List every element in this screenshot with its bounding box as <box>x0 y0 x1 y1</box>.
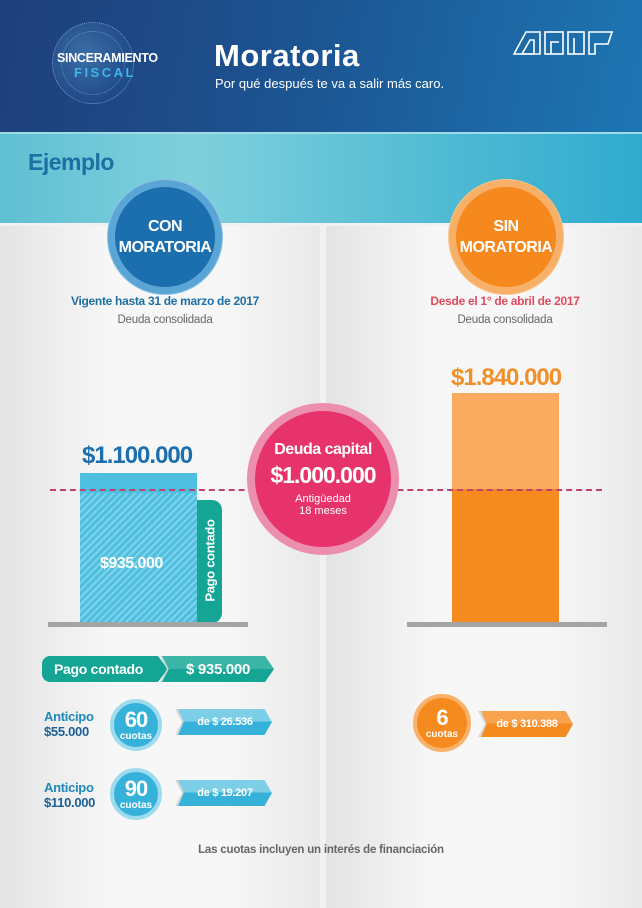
plan1-cuotas-number: 60 <box>124 706 149 732</box>
con-total-amount: $1.100.000 <box>82 442 193 469</box>
con-bar-interest <box>80 473 197 493</box>
deuda-title: Deuda capital <box>274 441 372 458</box>
sin-cuotas-label: cuotas <box>425 728 459 740</box>
plan1-cuotas-label: cuotas <box>119 730 153 742</box>
con-debt-label: Deuda consolidada <box>117 314 213 326</box>
plan2-cuotas-number: 90 <box>124 775 149 801</box>
page-title: Moratoria <box>214 38 360 73</box>
plan2-cuotas-badge: 90 cuotas <box>110 768 162 820</box>
plan1-anticipo-label: Anticipo <box>44 709 94 724</box>
plan2-anticipo-label: Anticipo <box>44 780 94 795</box>
plan1-anticipo-amount: $55.000 <box>44 724 89 739</box>
sin-debt-label: Deuda consolidada <box>457 314 553 326</box>
con-baseline <box>48 622 248 627</box>
plan1-anticipo: Anticipo $55.000 <box>44 709 94 739</box>
deuda-capital-badge: Deuda capital $1.000.000 Antigüedad 18 m… <box>247 403 399 555</box>
section-title: Ejemplo <box>28 149 114 175</box>
plan1-cuota-value: de $ 26.536 <box>178 709 272 735</box>
sin-total-amount: $1.840.000 <box>451 364 562 391</box>
logo-line2: FISCAL <box>74 65 136 80</box>
sin-moratoria-badge: SIN MORATORIA <box>449 180 563 294</box>
con-badge-line2: MORATORIA <box>118 239 212 256</box>
sin-validity: Desde el 1° de abril de 2017 <box>430 294 580 308</box>
sin-badge-line2: MORATORIA <box>459 239 553 256</box>
sin-cuotas-badge: 6 cuotas <box>413 694 471 752</box>
sin-badge-line1: SIN <box>493 218 519 235</box>
deuda-amount: $1.000.000 <box>270 462 376 488</box>
con-moratoria-badge: CON MORATORIA <box>108 180 222 294</box>
plan2-cuota-value: de $ 19.207 <box>178 780 272 806</box>
logo-line1: SINCERAMIENTO <box>57 51 158 65</box>
deuda-age-label: Antigüedad <box>295 493 351 505</box>
deuda-age-value: 18 meses <box>299 505 347 517</box>
globe-icon <box>52 22 134 104</box>
plan2-cuotas-label: cuotas <box>119 799 153 811</box>
plan1-cuotas-badge: 60 cuotas <box>110 699 162 751</box>
pago-contado-pill: Pago contado <box>42 656 168 682</box>
footnote: Las cuotas incluyen un interés de financ… <box>198 844 444 856</box>
plan2-anticipo: Anticipo $110.000 <box>44 780 95 810</box>
con-bar-cash-amount: $935.000 <box>100 555 163 572</box>
afip-logo-icon <box>512 31 614 55</box>
pago-contado-amount: $ 935.000 <box>162 656 274 682</box>
sin-baseline <box>407 622 607 627</box>
con-validity: Vigente hasta 31 de marzo de 2017 <box>71 294 259 308</box>
page-subtitle: Por qué después te va a salir más caro. <box>215 76 445 91</box>
sin-bar-interest <box>452 393 559 489</box>
sin-cuotas-number: 6 <box>436 704 448 730</box>
header-banner: SINCERAMIENTO FISCAL Moratoria Por qué d… <box>0 0 642 132</box>
plan2-anticipo-amount: $110.000 <box>44 795 96 810</box>
pago-contado-tab-label: Pago contado <box>202 518 218 602</box>
sin-cuota-value: de $ 310.388 <box>481 711 573 737</box>
con-badge-line1: CON <box>147 218 183 235</box>
con-bar-capital <box>80 493 197 623</box>
pago-contado-tab <box>197 500 222 623</box>
sin-bar-capital <box>452 489 559 623</box>
